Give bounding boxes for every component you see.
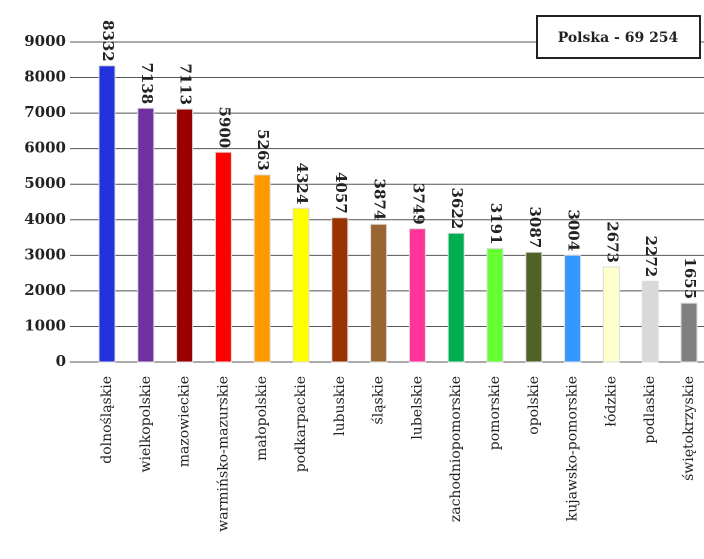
bar: [214, 151, 232, 363]
value-label: 1655: [681, 257, 699, 299]
y-tick-label: 1000: [24, 316, 66, 334]
bar: [641, 280, 659, 363]
value-label: 5900: [215, 106, 233, 148]
bar: [525, 251, 543, 363]
annotation: Polska - 69 254: [558, 30, 679, 46]
x-tick-label: warmińsko-mazurskie: [215, 376, 231, 532]
bar: [137, 107, 155, 363]
y-tick-label: 7000: [24, 103, 66, 121]
x-tick-label: małopolskie: [254, 376, 270, 461]
y-tick-label: 5000: [24, 174, 66, 192]
bar: [486, 248, 504, 363]
x-tick-label: łódzkie: [603, 376, 619, 427]
value-label: 3191: [487, 203, 505, 245]
bar: [253, 174, 271, 363]
bar: [292, 207, 310, 363]
value-label: 4057: [332, 172, 350, 214]
x-tick-label: mazowieckie: [177, 376, 193, 467]
x-tick-label: dolnośląskie: [99, 376, 115, 464]
bar: [370, 223, 388, 363]
x-tick-label: podlaskie: [642, 376, 658, 444]
value-label: 2272: [642, 235, 660, 277]
y-tick-label: 8000: [24, 68, 66, 86]
bar: [331, 217, 349, 363]
bar: [408, 228, 426, 363]
x-tick-label: zachodniopomorskie: [448, 376, 464, 522]
x-tick-label: świętokrzyskie: [681, 376, 697, 481]
value-label: 3087: [526, 206, 544, 248]
y-tick-label: 9000: [24, 32, 66, 50]
bar: [602, 266, 620, 363]
y-tick-label: 6000: [24, 139, 66, 157]
value-label: 3749: [409, 183, 427, 225]
x-tick-label: podkarpackie: [293, 376, 309, 472]
x-tick-label: śląskie: [371, 376, 387, 424]
value-label: 3874: [371, 179, 389, 221]
y-tick-label: 2000: [24, 281, 66, 299]
value-label: 4324: [293, 163, 311, 205]
annotation-box: [536, 15, 701, 59]
value-label: 8332: [99, 20, 117, 62]
y-tick-label: 4000: [24, 210, 66, 228]
x-tick-label: kujawsko-pomorskie: [565, 376, 581, 521]
bar: [564, 254, 582, 363]
y-tick-label: 0: [56, 352, 66, 370]
bar: [176, 108, 194, 363]
x-tick-label: wielkopolskie: [138, 376, 154, 472]
x-tick-label: lubuskie: [332, 376, 348, 436]
bar: [98, 65, 116, 363]
value-label: 7138: [138, 62, 156, 104]
x-tick-label: lubelskie: [409, 376, 425, 440]
value-label: 3004: [565, 209, 583, 251]
value-label: 7113: [177, 63, 195, 105]
value-label: 2673: [603, 221, 621, 263]
value-label: 3622: [448, 187, 466, 229]
x-tick-label: pomorskie: [487, 376, 503, 450]
x-tick-label: opolskie: [526, 376, 542, 435]
y-tick-label: 3000: [24, 245, 66, 263]
value-label: 5263: [254, 129, 272, 171]
bar: [447, 232, 465, 363]
bar: [680, 302, 698, 363]
